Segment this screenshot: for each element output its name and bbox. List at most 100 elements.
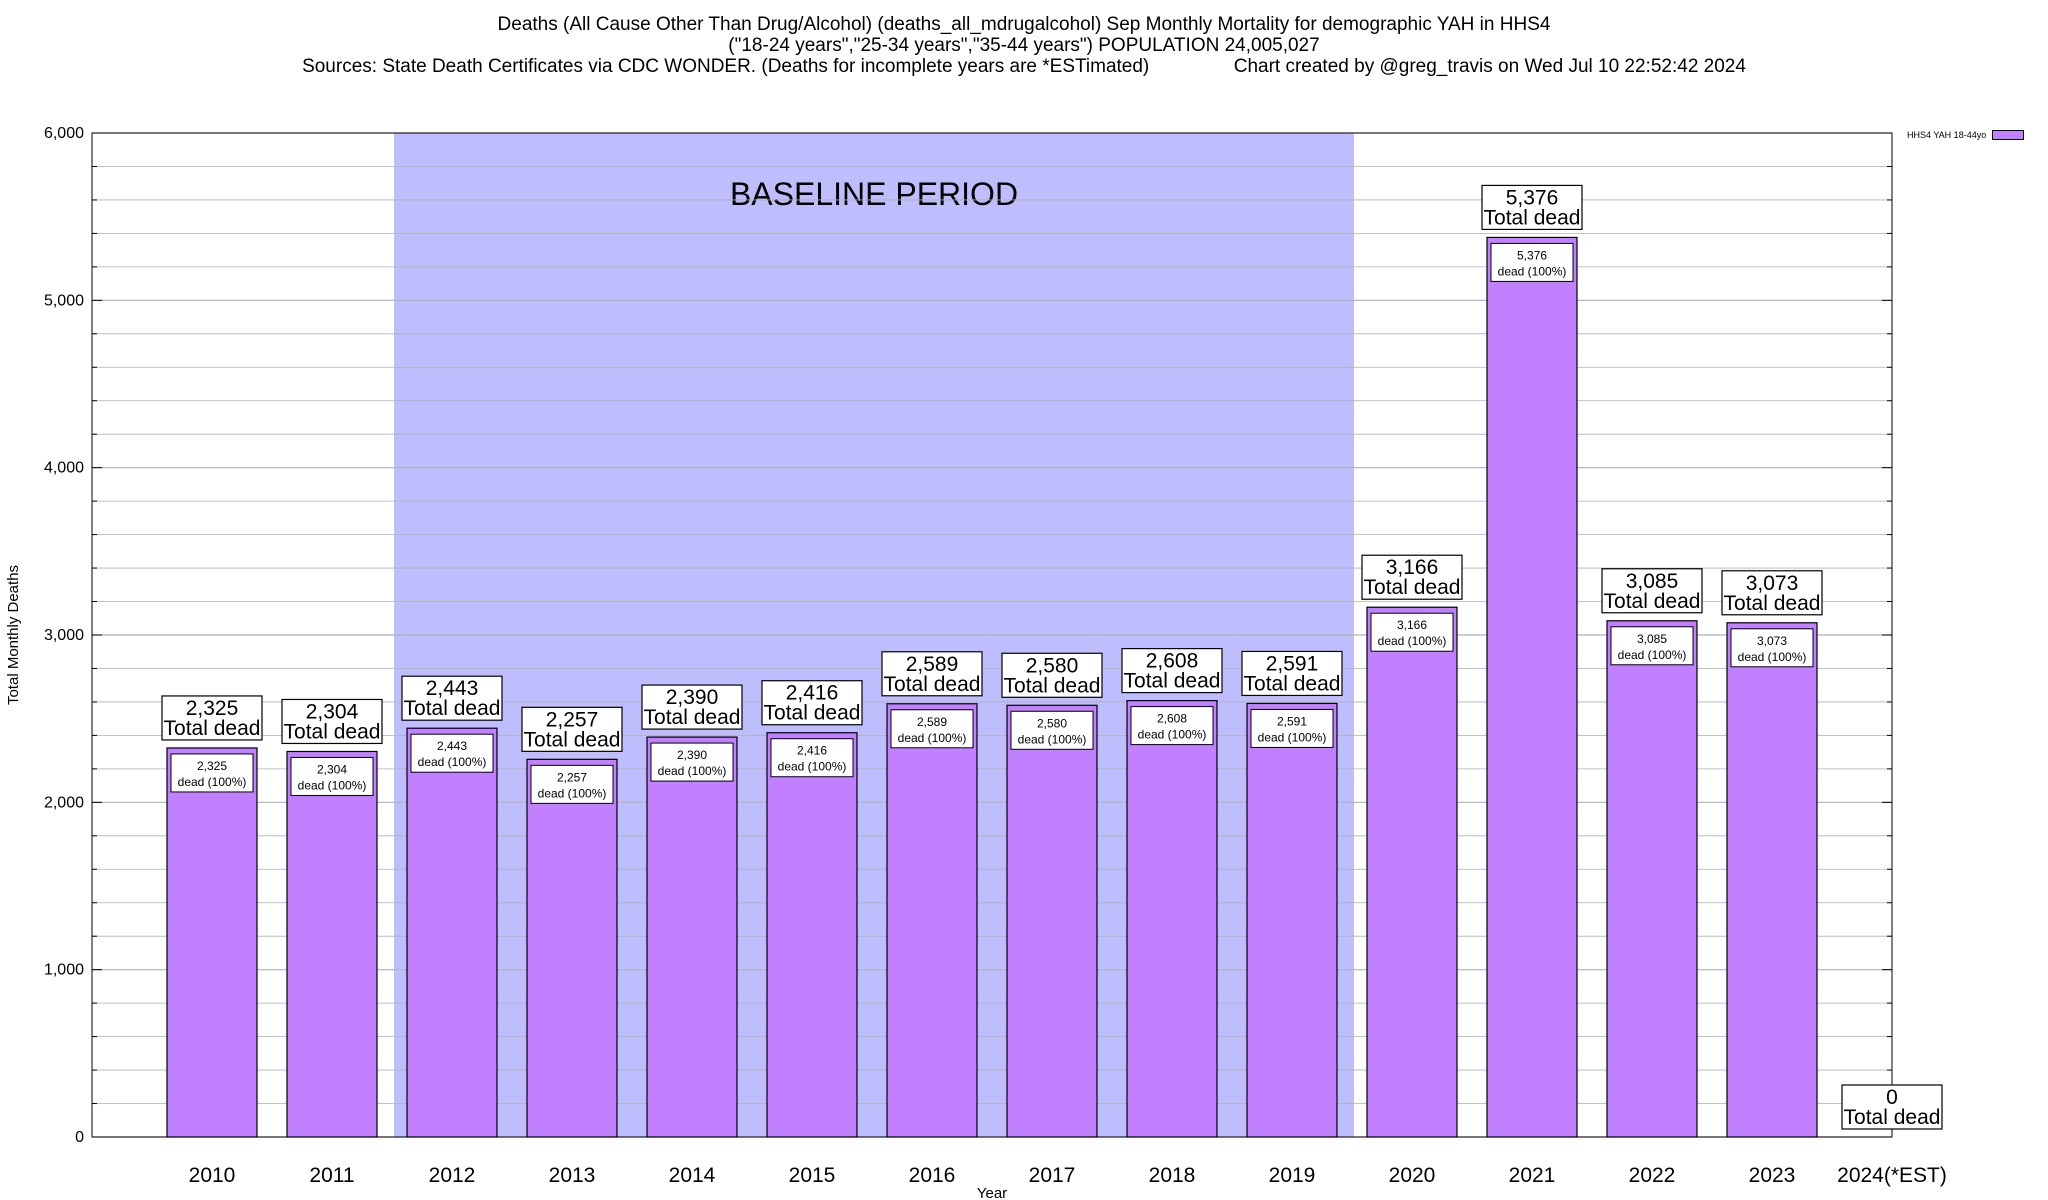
bar	[646, 736, 738, 1138]
chart-subtitle: ("18-24 years","25-34 years","35-44 year…	[728, 35, 1320, 56]
x-tick-label: 2021	[1509, 1164, 1556, 1187]
bar-inner-suffix: dead (100%)	[1378, 634, 1447, 648]
y-tick-label: 3,000	[44, 627, 84, 644]
x-tick-label: 2022	[1629, 1164, 1676, 1187]
bar-inner-value: 2,304	[317, 762, 347, 776]
bar-top-label-box	[1001, 652, 1103, 698]
bar-inner-value: 2,443	[437, 739, 467, 753]
bar-inner-label-box	[650, 742, 734, 782]
bar-inner-label-box	[410, 733, 494, 773]
x-tick-label: 2014	[669, 1164, 716, 1187]
y-tick-label: 2,000	[44, 794, 84, 811]
bar	[1246, 702, 1338, 1138]
bar-top-label-box	[1481, 184, 1583, 231]
legend: HHS4 YAH 18-44yo	[1907, 130, 2025, 140]
bar-top-label-box	[1241, 650, 1343, 697]
x-tick-label: 2024(*EST)	[1837, 1164, 1947, 1187]
bar-inner-suffix: dead (100%)	[1738, 650, 1807, 664]
bar-top-suffix: Total dead	[1244, 672, 1341, 695]
bar-top-suffix: Total dead	[164, 717, 261, 740]
bar-top-label-box	[881, 651, 983, 697]
bar-inner-value: 2,416	[797, 744, 827, 758]
bar-top-value: 2,580	[1026, 654, 1079, 677]
x-tick-label: 2015	[789, 1164, 836, 1187]
bar-top-suffix: Total dead	[1004, 674, 1101, 697]
bar-top-label-box	[401, 675, 503, 721]
y-tick-label: 0	[75, 1129, 84, 1146]
bar-inner-suffix: dead (100%)	[1618, 648, 1687, 662]
x-tick-label: 2020	[1389, 1164, 1436, 1187]
bar-top-label-box	[1841, 1084, 1943, 1130]
bar-inner-label-box	[890, 709, 974, 749]
bar-inner-value: 2,325	[197, 759, 227, 773]
y-axis-label: Total Monthly Deaths	[5, 565, 22, 705]
bar-inner-suffix: dead (100%)	[1258, 730, 1327, 744]
bar-inner-value: 2,390	[677, 748, 707, 762]
bar-top-suffix: Total dead	[1604, 590, 1701, 613]
x-tick-label: 2011	[309, 1164, 354, 1187]
bar	[526, 758, 618, 1138]
bar-top-label-box	[1601, 568, 1703, 614]
bar-top-value: 2,589	[906, 653, 959, 676]
y-tick-label: 4,000	[44, 460, 84, 477]
bar	[1726, 622, 1818, 1138]
bar-top-label-box	[641, 684, 743, 730]
bar-inner-value: 3,166	[1397, 618, 1427, 632]
bar-top-value: 2,443	[426, 677, 479, 700]
x-axis-label: Year	[977, 1185, 1007, 1200]
bar-top-suffix: Total dead	[404, 697, 501, 720]
bar-inner-label-box	[170, 753, 254, 793]
bar	[166, 747, 258, 1138]
x-tick-label: 2010	[189, 1164, 236, 1187]
bar-inner-label-box	[1610, 626, 1694, 666]
bar-inner-value: 2,257	[557, 770, 587, 784]
chart-credit: Chart created by @greg_travis on Wed Jul…	[1233, 56, 1746, 77]
bar-top-label-box	[1121, 647, 1223, 694]
bar-top-label-box	[161, 695, 263, 741]
bar	[1486, 236, 1578, 1138]
bar-inner-suffix: dead (100%)	[1018, 732, 1087, 746]
bar-top-suffix: Total dead	[884, 673, 981, 696]
bar-top-value: 2,390	[666, 686, 719, 709]
bar-inner-label-box	[1490, 242, 1574, 282]
bar-inner-value: 2,589	[917, 715, 947, 729]
bar-inner-value: 2,608	[1157, 712, 1187, 726]
bar-top-value: 2,304	[306, 700, 359, 723]
chart-sources-credit: Sources: State Death Certificates via CD…	[0, 56, 2048, 78]
bar	[406, 727, 498, 1138]
bar-top-value: 3,166	[1386, 556, 1439, 579]
bar-top-suffix: Total dead	[1844, 1106, 1941, 1129]
bar-top-suffix: Total dead	[644, 706, 741, 729]
bar-inner-suffix: dead (100%)	[898, 731, 967, 745]
bar-inner-label-box	[1370, 612, 1454, 652]
x-tick-label: 2023	[1749, 1164, 1796, 1187]
bar-top-value: 5,376	[1506, 186, 1559, 209]
chart-sources: Sources: State Death Certificates via CD…	[302, 56, 1150, 77]
plot-frame	[91, 132, 1893, 1138]
bar-inner-label-box	[1250, 708, 1334, 748]
x-tick-label: 2013	[549, 1164, 596, 1187]
bar-top-suffix: Total dead	[764, 702, 861, 725]
bar-top-suffix: Total dead	[1124, 670, 1221, 693]
bar-top-label-box	[521, 706, 623, 752]
bar	[1366, 606, 1458, 1138]
legend-swatch	[1992, 130, 2025, 140]
bar	[886, 703, 978, 1138]
x-tick-label: 2018	[1149, 1164, 1196, 1187]
bar-inner-suffix: dead (100%)	[178, 775, 247, 789]
bar-inner-value: 3,085	[1637, 632, 1667, 646]
bar-top-label-box	[1361, 554, 1463, 600]
bar	[286, 750, 378, 1138]
bar-top-label-box	[761, 680, 863, 726]
y-tick-label: 6,000	[44, 125, 84, 142]
bar-inner-suffix: dead (100%)	[418, 755, 487, 769]
bar-top-value: 2,591	[1266, 652, 1319, 675]
bar-top-label-box	[1721, 570, 1823, 616]
bar-top-value: 2,608	[1146, 650, 1199, 673]
bar-inner-label-box	[530, 764, 614, 804]
bar	[1606, 620, 1698, 1138]
bar-top-label-box	[281, 698, 383, 745]
bar-inner-value: 2,580	[1037, 716, 1067, 730]
bar-top-suffix: Total dead	[524, 728, 621, 751]
